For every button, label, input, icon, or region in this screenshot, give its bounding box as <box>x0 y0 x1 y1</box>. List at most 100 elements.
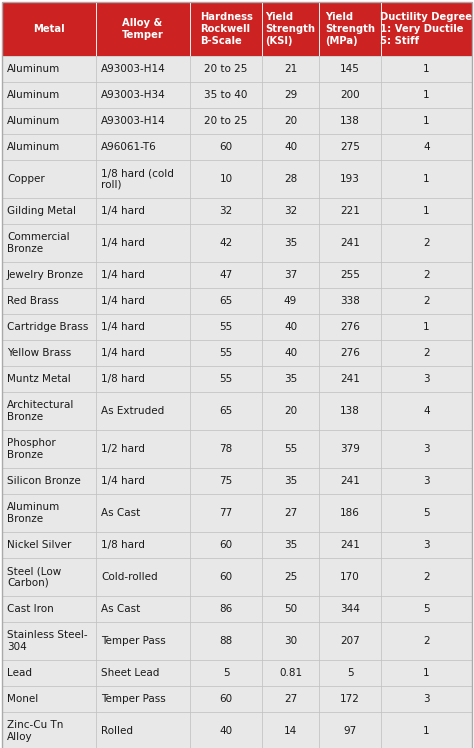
Text: 1/4 hard: 1/4 hard <box>101 270 145 280</box>
Bar <box>191 622 262 660</box>
Text: 3: 3 <box>423 444 430 454</box>
Text: 21: 21 <box>284 64 297 74</box>
Bar <box>262 56 319 82</box>
Text: 35: 35 <box>284 238 297 248</box>
Bar <box>191 660 262 686</box>
Text: 5: 5 <box>423 604 430 614</box>
Bar <box>381 262 472 288</box>
Bar <box>96 392 191 430</box>
Bar <box>191 314 262 340</box>
Text: 86: 86 <box>219 604 233 614</box>
Text: 2: 2 <box>423 348 430 358</box>
Text: Stainless Steel-
304: Stainless Steel- 304 <box>7 631 88 652</box>
Bar <box>381 596 472 622</box>
Text: 1/4 hard: 1/4 hard <box>101 476 145 486</box>
Bar <box>319 288 381 314</box>
Bar <box>262 340 319 366</box>
Text: 1: 1 <box>423 116 430 126</box>
Text: A93003-H14: A93003-H14 <box>101 116 166 126</box>
Bar <box>319 622 381 660</box>
Bar <box>96 532 191 558</box>
Bar <box>262 366 319 392</box>
Bar <box>262 712 319 748</box>
Text: 35: 35 <box>284 374 297 384</box>
Bar <box>2 468 96 494</box>
Text: Temper Pass: Temper Pass <box>101 636 166 646</box>
Text: Sheet Lead: Sheet Lead <box>101 668 160 678</box>
Text: 145: 145 <box>340 64 360 74</box>
Text: 29: 29 <box>284 90 297 100</box>
Text: 97: 97 <box>343 726 356 736</box>
Bar <box>191 262 262 288</box>
Bar <box>2 134 96 160</box>
Bar <box>2 392 96 430</box>
Text: Gilding Metal: Gilding Metal <box>7 206 76 216</box>
Text: 3: 3 <box>423 476 430 486</box>
Bar <box>96 262 191 288</box>
Text: As Extruded: As Extruded <box>101 406 164 416</box>
Text: 50: 50 <box>284 604 297 614</box>
Bar <box>319 314 381 340</box>
Text: 35: 35 <box>284 476 297 486</box>
Text: A96061-T6: A96061-T6 <box>101 142 157 152</box>
Bar <box>319 108 381 134</box>
Bar <box>191 2 262 56</box>
Text: 1/4 hard: 1/4 hard <box>101 206 145 216</box>
Bar <box>96 340 191 366</box>
Text: Copper: Copper <box>7 174 45 184</box>
Text: 338: 338 <box>340 296 360 306</box>
Bar <box>262 82 319 108</box>
Bar <box>319 262 381 288</box>
Bar <box>262 392 319 430</box>
Bar <box>2 712 96 748</box>
Text: 2: 2 <box>423 572 430 582</box>
Bar <box>96 712 191 748</box>
Bar <box>319 468 381 494</box>
Text: Rolled: Rolled <box>101 726 133 736</box>
Text: 1/8 hard: 1/8 hard <box>101 540 145 550</box>
Bar <box>262 596 319 622</box>
Bar <box>96 622 191 660</box>
Text: 1: 1 <box>423 322 430 332</box>
Text: Ductility Degree
1: Very Ductile
5: Stiff: Ductility Degree 1: Very Ductile 5: Stif… <box>381 12 473 46</box>
Text: 27: 27 <box>284 694 297 704</box>
Text: 60: 60 <box>219 142 233 152</box>
Bar <box>2 314 96 340</box>
Text: 49: 49 <box>284 296 297 306</box>
Bar <box>319 392 381 430</box>
Bar <box>381 224 472 262</box>
Bar <box>191 468 262 494</box>
Text: 138: 138 <box>340 116 360 126</box>
Bar <box>191 82 262 108</box>
Bar <box>381 134 472 160</box>
Text: Cold-rolled: Cold-rolled <box>101 572 158 582</box>
Bar <box>96 660 191 686</box>
Text: 35: 35 <box>284 540 297 550</box>
Text: 1: 1 <box>423 64 430 74</box>
Bar <box>319 160 381 198</box>
Text: 241: 241 <box>340 476 360 486</box>
Bar <box>96 82 191 108</box>
Bar <box>262 224 319 262</box>
Text: 20: 20 <box>284 116 297 126</box>
Bar <box>319 712 381 748</box>
Bar <box>2 558 96 596</box>
Text: 1/8 hard: 1/8 hard <box>101 374 145 384</box>
Bar <box>319 596 381 622</box>
Bar <box>262 558 319 596</box>
Text: Cartridge Brass: Cartridge Brass <box>7 322 88 332</box>
Text: 0.81: 0.81 <box>279 668 302 678</box>
Text: 3: 3 <box>423 694 430 704</box>
Text: 379: 379 <box>340 444 360 454</box>
Text: 1: 1 <box>423 668 430 678</box>
Text: Yellow Brass: Yellow Brass <box>7 348 71 358</box>
Bar <box>381 660 472 686</box>
Bar <box>2 494 96 532</box>
Text: 2: 2 <box>423 270 430 280</box>
Bar <box>262 494 319 532</box>
Bar <box>96 160 191 198</box>
Text: 1/8 hard (cold
roll): 1/8 hard (cold roll) <box>101 168 174 190</box>
Bar <box>2 2 96 56</box>
Bar <box>2 340 96 366</box>
Bar <box>2 686 96 712</box>
